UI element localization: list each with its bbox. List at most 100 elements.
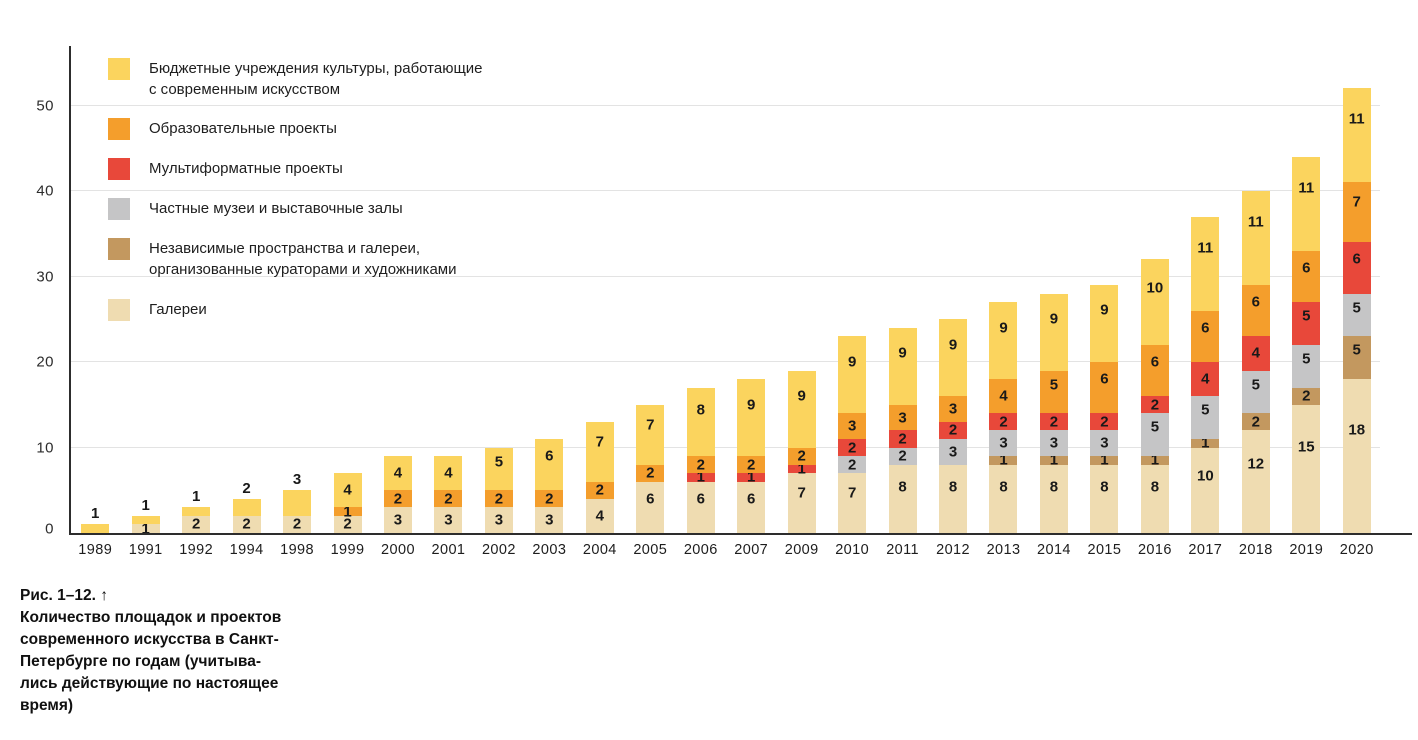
bar-column: 12 2 5 4 6 11 [1231,45,1281,533]
bar-value-label: 1 [141,496,150,514]
bar-segment [1241,191,1270,286]
gridline [70,275,1380,277]
bar-column: 1 [70,45,120,533]
bar-value-label: 7 [797,484,806,502]
x-tick-label: 2016 [1137,542,1172,558]
legend-item-education-projects: Образовательные проекты [108,118,483,141]
bar-value-label: 6 [1150,353,1160,371]
bar-segment [686,473,715,482]
bar-segment [1140,344,1169,397]
x-tick-label: 2015 [1087,542,1122,558]
bar-segment [939,319,968,397]
grid-layer [70,45,1382,533]
legend-item-multiformat-projects: Мультиформатные проекты [108,158,483,181]
y-tick-label: 30 [36,268,54,285]
bar-value-label: 11 [1298,179,1315,197]
bar-value-label: 2 [1251,413,1260,431]
bar-segment [283,515,312,533]
bar-segment [838,456,867,474]
bar-value-label: 6 [1100,370,1109,388]
bar-segment [1191,447,1220,533]
bar-segment [1292,250,1321,303]
bar-column: 3 2 6 [524,45,574,533]
bar-value-label: 5 [1150,418,1160,436]
bar-value-label: 8 [898,478,907,496]
bar-value-label: 2 [1302,387,1311,405]
bar-segment [1241,285,1270,337]
bar-segment [1241,413,1270,431]
education-projects-swatch [108,118,130,141]
x-tick-label: 2011 [886,542,919,558]
legend-item-label: Мультиформатные проекты [149,160,343,178]
bar-segment [737,481,766,533]
bar-segment [939,396,968,422]
x-tick-label: 1999 [330,542,365,558]
bar-value-label: 2 [847,456,857,474]
bar-segment [333,515,362,533]
multiformat-projects-swatch [108,158,130,181]
bar-value-label: 3 [948,400,958,418]
bar-value-label: 15 [1297,438,1315,456]
bar-segment [535,490,564,508]
bar-segment [989,413,1018,431]
bar-segment [1039,430,1068,457]
bar-value-label: 5 [1201,401,1210,419]
bar-segment [131,524,160,533]
bar-value-label: 2 [646,464,655,482]
bar-column: 18 5 5 6 7 11 [1332,45,1382,533]
bar-value-label: 1 [999,451,1008,469]
budget-institutions-swatch [108,58,130,80]
x-tick-label: 1989 [78,542,113,558]
bar-value-label: 2 [999,413,1008,431]
legend: Бюджетные учреждения культуры, работающи… [108,58,483,321]
bar-segment [636,404,665,465]
bar-value-label: 2 [898,430,907,448]
figure-caption: Рис. 1–12. ↑ Количество площадок и проек… [20,587,282,714]
bar-value-label: 1 [141,520,150,538]
gridline [70,446,1380,448]
y-tick-label: 20 [36,353,54,371]
bar-segment [686,456,715,474]
bar-value-label: 6 [1251,293,1260,311]
bar-segment [1039,456,1068,465]
bar-segment [434,456,463,491]
bar-segment [686,387,715,457]
y-tick-label: 0 [45,520,54,538]
bar-value-label: 1 [91,505,100,523]
legend-item-independent-spaces: Независимые пространства и галереи, орга… [108,238,483,280]
x-tick-label: 1991 [128,542,163,558]
x-tick-label: 2017 [1188,542,1223,558]
bar-value-label: 6 [1352,250,1361,268]
bar-segment [1090,456,1119,465]
bar-segment [838,336,867,414]
x-tick-label: 2019 [1289,542,1324,558]
bar-segment [989,302,1018,380]
bar-segment [939,464,968,533]
x-tick-label: 2018 [1238,542,1273,558]
bar-segment [1090,362,1119,414]
bar-column: 3 2 5 [474,45,524,533]
bar-segment [383,456,412,491]
bar-value-label: 8 [1100,478,1109,496]
bar-value-label: 8 [696,401,705,419]
bar-segment [1342,379,1371,533]
bar-segment [585,498,614,533]
bar-value-label: 3 [898,409,907,427]
x-tick-label: 2009 [784,542,819,558]
bar-value-label: 8 [948,478,958,496]
x-tick-label: 2000 [381,542,415,558]
bar-column: 4 2 7 [575,45,625,533]
y-axis-line [69,46,71,535]
bar-segment [888,464,917,533]
bar-segment [1292,404,1321,533]
bar-segment [737,379,766,457]
bar-value-label: 2 [948,421,958,439]
bar-segment [1191,438,1220,448]
bar-value-label: 6 [1201,319,1210,337]
bar-segment [1191,310,1220,362]
bar-segment [333,473,362,508]
